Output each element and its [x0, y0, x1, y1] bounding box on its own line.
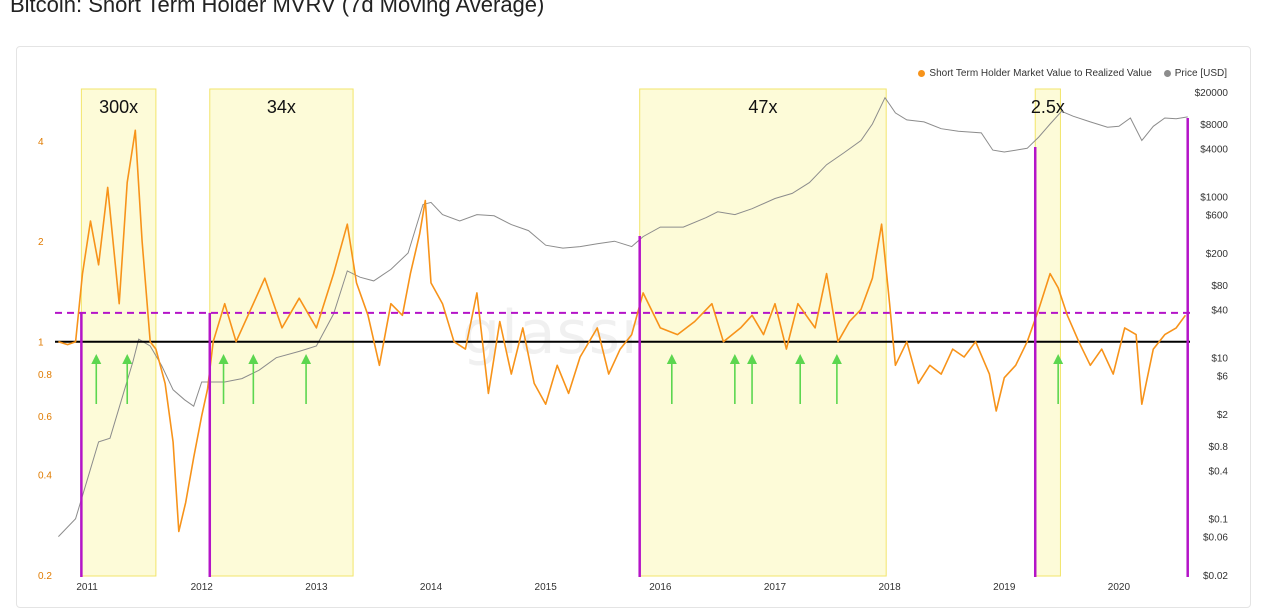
y-right-tick-6: $6 — [1217, 372, 1229, 383]
price-series-line — [58, 96, 1188, 537]
legend-label-mvrv: Short Term Holder Market Value to Realiz… — [929, 68, 1152, 79]
x-tick-label-2016: 2016 — [649, 582, 672, 592]
band-label-2: 47x — [748, 97, 777, 117]
y-right-tick-0_4: $0.4 — [1209, 466, 1229, 477]
y-right-tick-0_02: $0.02 — [1203, 571, 1228, 582]
up-arrow-head-0 — [91, 354, 102, 364]
y-right-tick-200: $200 — [1206, 249, 1229, 260]
legend-item-price[interactable]: Price [USD] — [1163, 68, 1227, 79]
up-arrow-head-9 — [831, 354, 842, 364]
y-right-tick-0_8: $0.8 — [1209, 442, 1229, 453]
x-tick-label-2014: 2014 — [420, 582, 443, 592]
y-right-tick-40: $40 — [1211, 305, 1228, 316]
x-tick-label-2011: 2011 — [76, 582, 98, 592]
up-arrow-head-10 — [1053, 354, 1064, 364]
y-right-tick-1000: $1000 — [1200, 193, 1228, 204]
highlight-band-1 — [209, 88, 354, 577]
chart-legend: Short Term Holder Market Value to Realiz… — [918, 68, 1227, 79]
up-arrow-head-4 — [301, 354, 312, 364]
up-arrow-head-3 — [248, 354, 259, 364]
legend-item-mvrv[interactable]: Short Term Holder Market Value to Realiz… — [918, 68, 1152, 79]
mvrv-series-line — [58, 129, 1187, 533]
y-right-tick-10: $10 — [1211, 354, 1228, 365]
up-arrow-head-5 — [666, 354, 677, 364]
up-arrow-head-6 — [729, 354, 740, 364]
y-right-tick-4000: $4000 — [1200, 144, 1228, 155]
highlight-band-0 — [80, 88, 157, 577]
y-right-tick-20000: $20000 — [1195, 88, 1229, 99]
x-tick-label-2018: 2018 — [879, 582, 902, 592]
up-arrow-head-1 — [122, 354, 133, 364]
y-left-tick-0_8: 0.8 — [38, 370, 52, 381]
up-arrow-head-2 — [218, 354, 229, 364]
x-tick-label-2017: 2017 — [764, 582, 787, 592]
y-right-tick-600: $600 — [1206, 211, 1229, 222]
x-tick-label-2019: 2019 — [993, 582, 1016, 592]
y-left-tick-1: 1 — [38, 338, 44, 349]
legend-dot-price-icon — [1163, 70, 1171, 77]
page-title: Bitcoin: Short Term Holder MVRV (7d Movi… — [10, 0, 545, 17]
y-right-tick-0_1: $0.1 — [1209, 515, 1229, 526]
x-tick-label-2013: 2013 — [305, 582, 328, 592]
y-left-tick-0_2: 0.2 — [38, 571, 52, 582]
y-left-tick-0_6: 0.6 — [38, 412, 52, 423]
band-label-0: 300x — [99, 97, 138, 117]
legend-label-price: Price [USD] — [1174, 68, 1227, 79]
x-tick-label-2015: 2015 — [535, 582, 558, 592]
y-left-tick-2: 2 — [38, 237, 44, 248]
band-label-1: 34x — [267, 97, 296, 117]
y-right-tick-2: $2 — [1217, 410, 1229, 421]
y-right-tick-8000: $8000 — [1200, 120, 1228, 131]
up-arrow-head-7 — [747, 354, 758, 364]
highlight-band-3 — [1034, 88, 1061, 577]
y-right-tick-80: $80 — [1211, 281, 1228, 292]
y-right-tick-0_06: $0.06 — [1203, 533, 1228, 544]
y-left-tick-4: 4 — [38, 137, 44, 148]
y-left-tick-0_4: 0.4 — [38, 471, 52, 482]
legend-dot-mvrv-icon — [918, 70, 926, 77]
band-label-3: 2.5x — [1031, 97, 1065, 117]
x-tick-label-2020: 2020 — [1108, 582, 1131, 592]
x-tick-label-2012: 2012 — [191, 582, 214, 592]
up-arrow-head-8 — [795, 354, 806, 364]
